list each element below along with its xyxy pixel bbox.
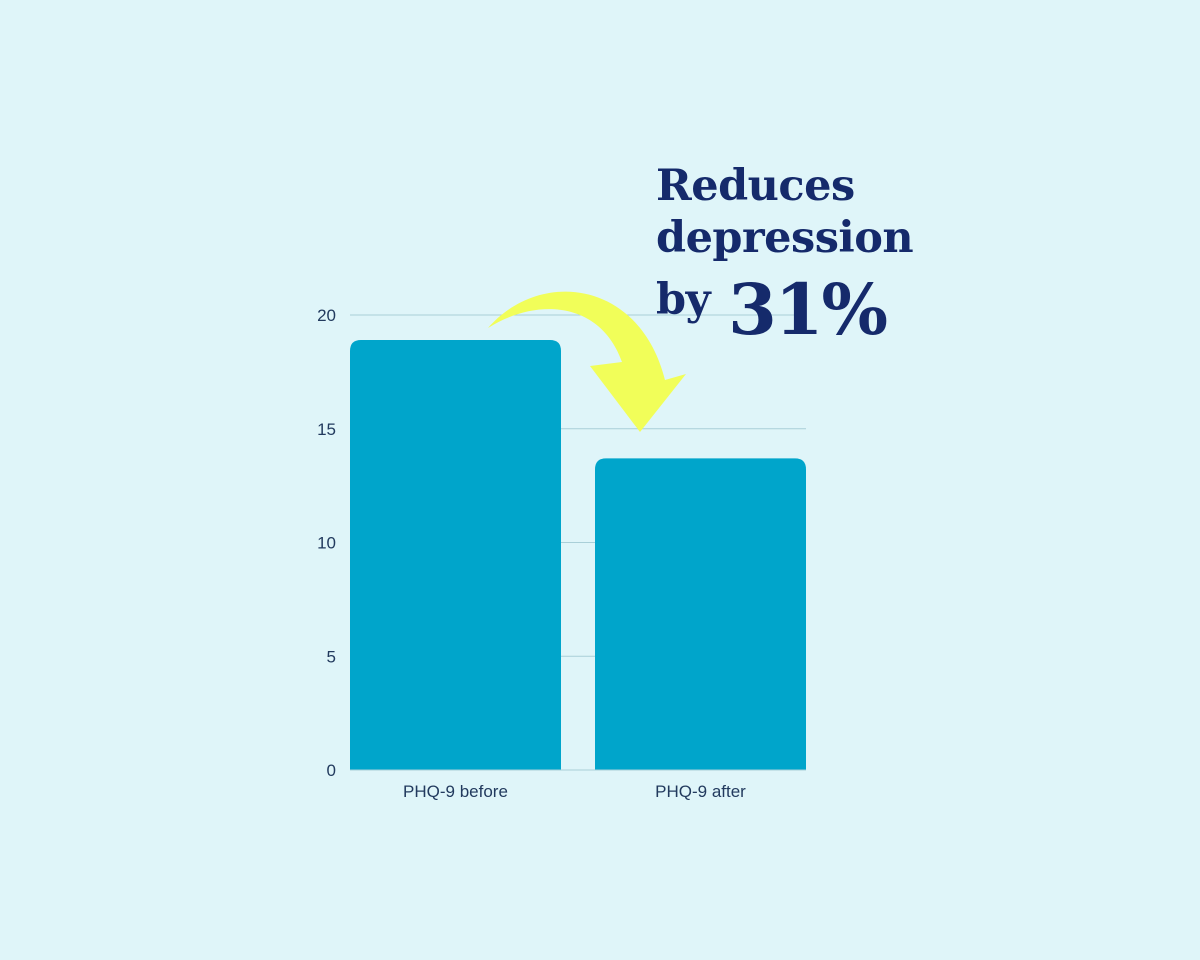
y-tick-label: 20 (317, 306, 336, 325)
headline: Reduces depression by 31% (656, 160, 914, 345)
y-axis-ticks: 0 5 10 15 20 (317, 306, 336, 780)
bar-before (350, 340, 561, 770)
headline-line-1: Reduces (656, 161, 855, 211)
headline-percentage: 31% (728, 268, 888, 351)
headline-line-2: depression (656, 213, 914, 263)
x-category-label: PHQ-9 before (403, 782, 508, 801)
headline-by: by (656, 275, 711, 325)
bar-after (595, 458, 806, 770)
headline-line-3: by 31% (656, 264, 913, 345)
x-category-label: PHQ-9 after (655, 782, 746, 801)
y-tick-label: 10 (317, 534, 336, 553)
y-tick-label: 5 (327, 647, 336, 666)
y-tick-label: 0 (327, 761, 336, 780)
y-tick-label: 15 (317, 420, 336, 439)
x-axis-labels: PHQ-9 before PHQ-9 after (403, 782, 746, 801)
curved-arrow-icon (488, 291, 686, 432)
bars (350, 340, 806, 770)
